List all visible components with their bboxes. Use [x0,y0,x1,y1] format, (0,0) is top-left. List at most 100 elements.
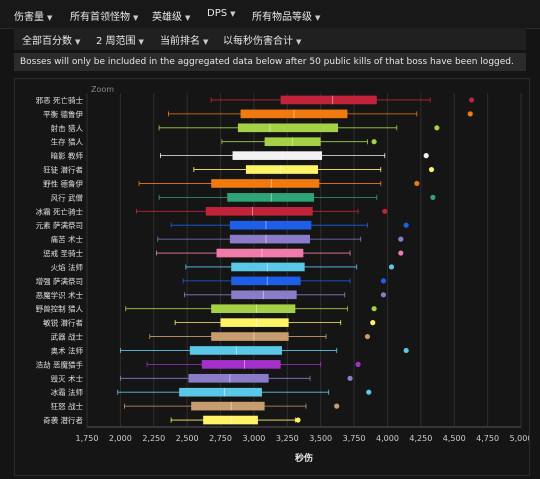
box-iqr [229,234,311,244]
chevron-down-icon: ▼ [185,14,191,22]
chevron-down-icon: ▼ [230,10,236,18]
category-label: 毁灭 术士 [51,373,84,383]
box-iqr [203,415,258,425]
category-label: 射击 猎人 [51,123,84,133]
box-item [136,206,388,216]
x-tick-label: 5,000 [510,434,529,443]
category-label: 火焰 法师 [51,262,84,272]
box-iqr [211,179,320,188]
x-tick-label: 2,250 [142,434,165,443]
box-item [174,318,376,327]
outlier-point [468,97,475,103]
outlier-point [295,417,301,423]
category-label: 冰霜 法师 [51,387,84,397]
box-item [157,234,404,244]
box-iqr [179,387,262,397]
category-label: 浩劫 恶魔猎手 [36,359,84,369]
category-label: 元素 萨满祭司 [36,220,83,230]
chevron-down-icon: ▼ [315,14,321,22]
box-item [193,165,435,174]
nav-itemlevel-dropdown[interactable]: 所有物品等级 ▼ [252,12,321,23]
category-label: 武器 战士 [51,332,84,342]
x-tick-label: 3,750 [343,434,366,443]
notice-banner: Bosses will only be included in the aggr… [14,53,526,71]
outlier-point [398,250,404,256]
box-iqr [211,332,289,341]
box-iqr [231,276,301,286]
box-iqr [227,193,315,202]
outlier-point [380,278,387,284]
x-tick-label: 2,750 [209,434,232,443]
box-item [119,346,409,355]
percentile-dropdown[interactable]: 全部百分数 ▼ [22,36,81,47]
box-item [138,179,420,188]
box-item [221,137,377,147]
box-iqr [201,360,281,369]
box-item [119,373,353,383]
outlier-point [355,361,361,367]
x-tick-label: 4,750 [476,434,499,443]
outlier-point [414,180,420,187]
box-item [156,248,404,258]
outlier-point [428,166,435,173]
outlier-point [423,153,429,159]
box-item [182,276,387,286]
sub-navigation: 全部百分数 ▼ 2 周范围 ▼ 当前排名 ▼ 以每秒伤害合计 ▼ [14,28,526,50]
category-label: 敏锐 潜行者 [43,318,83,328]
category-label: 奇袭 潜行者 [43,415,83,425]
box-iqr [231,262,305,272]
chevron-down-icon: ▼ [47,14,53,22]
box-iqr [231,290,297,300]
box-iqr [211,304,296,314]
category-label: 恶魔学识 术士 [36,290,84,300]
box-iqr [232,151,323,160]
box-item [210,95,475,105]
nav-boss-dropdown[interactable]: 所有首领怪物 ▼ [70,12,139,23]
aggregate-dropdown[interactable]: 以每秒伤害合计 ▼ [223,36,302,47]
outlier-point [403,222,409,228]
box-item [117,387,372,397]
timeframe-dropdown[interactable]: 2 周范围 ▼ [96,36,144,47]
x-axis-label: 秒伤 [295,452,313,464]
outlier-point [380,292,387,298]
box-item [158,123,440,133]
nav-difficulty-dropdown[interactable]: 英雄级 ▼ [152,12,191,23]
nav-metric-dropdown[interactable]: 伤害量 ▼ [14,12,53,23]
x-tick-label: 4,000 [376,434,399,443]
box-iqr [229,220,312,230]
box-item [168,109,473,119]
box-item [185,262,395,272]
category-label: 生存 猎人 [51,137,84,147]
ranking-dropdown[interactable]: 当前排名 ▼ [160,36,209,47]
outlier-point [370,320,376,326]
category-label: 狂怒 战士 [51,401,84,411]
outlier-point [403,347,409,354]
x-tick-label: 4,250 [409,434,432,443]
box-iqr [188,373,269,383]
box-iqr [189,346,282,355]
category-label: 邪恶 死亡骑士 [36,95,84,105]
chart-panel: Zoom 邪恶 死亡骑士 平衡 德鲁伊射击 猎人生存 猎人暗影 教师狂徒 潜行者野… [14,78,533,476]
nav-role-dropdown[interactable]: DPS ▼ [207,8,236,19]
outlier-point [347,375,353,381]
x-tick-label: 3,250 [276,434,299,443]
box-series [117,95,475,425]
category-label: 狂徒 潜行者 [43,165,83,175]
outlier-point [366,389,372,395]
box-item [149,332,371,341]
chevron-down-icon: ▼ [203,38,209,46]
box-item [146,360,361,369]
top-navigation: 伤害量 ▼ 所有首领怪物 ▼ 英雄级 ▼ DPS ▼ 所有物品等级 ▼ [0,0,540,29]
outlier-point [382,208,388,214]
outlier-point [371,139,377,145]
x-tick-label: 3,000 [242,434,265,443]
category-label: 野兽控制 猎人 [36,304,84,314]
box-item [158,193,436,202]
box-iqr [280,95,377,105]
category-label: 暗影 教师 [51,151,84,161]
category-label: 平衡 德鲁伊 [43,109,83,119]
category-label: 冰霜 死亡骑士 [36,206,84,216]
zoom-label[interactable]: Zoom [91,85,114,94]
